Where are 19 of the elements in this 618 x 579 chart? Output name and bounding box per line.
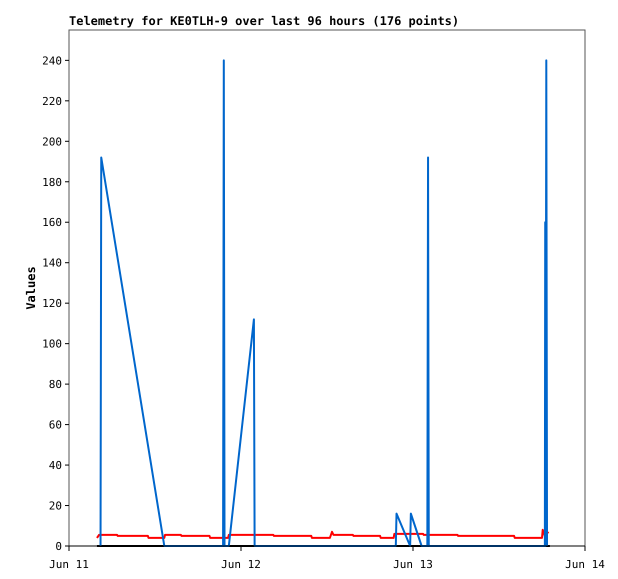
y-tick-label: 0 <box>55 540 62 553</box>
y-tick-label: 240 <box>42 54 62 68</box>
y-axis-title: Values <box>24 266 38 310</box>
chart-title: Telemetry for KE0TLH-9 over last 96 hours (176 points) <box>69 14 460 28</box>
y-tick-label: 80 <box>48 378 62 392</box>
y-tick-label: 160 <box>42 216 62 230</box>
y-tick-label: 220 <box>42 94 62 108</box>
y-tick-label: 100 <box>42 338 62 351</box>
y-tick-label: 40 <box>48 459 62 472</box>
y-tick-label: 180 <box>42 176 62 189</box>
x-tick-label: Jun 11 <box>49 558 89 571</box>
y-tick-label: 20 <box>48 500 62 513</box>
y-tick-label: 60 <box>48 418 62 432</box>
x-tick-label: Jun 14 <box>565 558 606 571</box>
y-tick-label: 120 <box>42 297 62 310</box>
x-tick-label: Jun 12 <box>221 558 261 571</box>
y-tick-label: 140 <box>42 256 62 270</box>
y-tick-label: 200 <box>42 135 62 148</box>
x-tick-label: Jun 13 <box>393 558 433 571</box>
